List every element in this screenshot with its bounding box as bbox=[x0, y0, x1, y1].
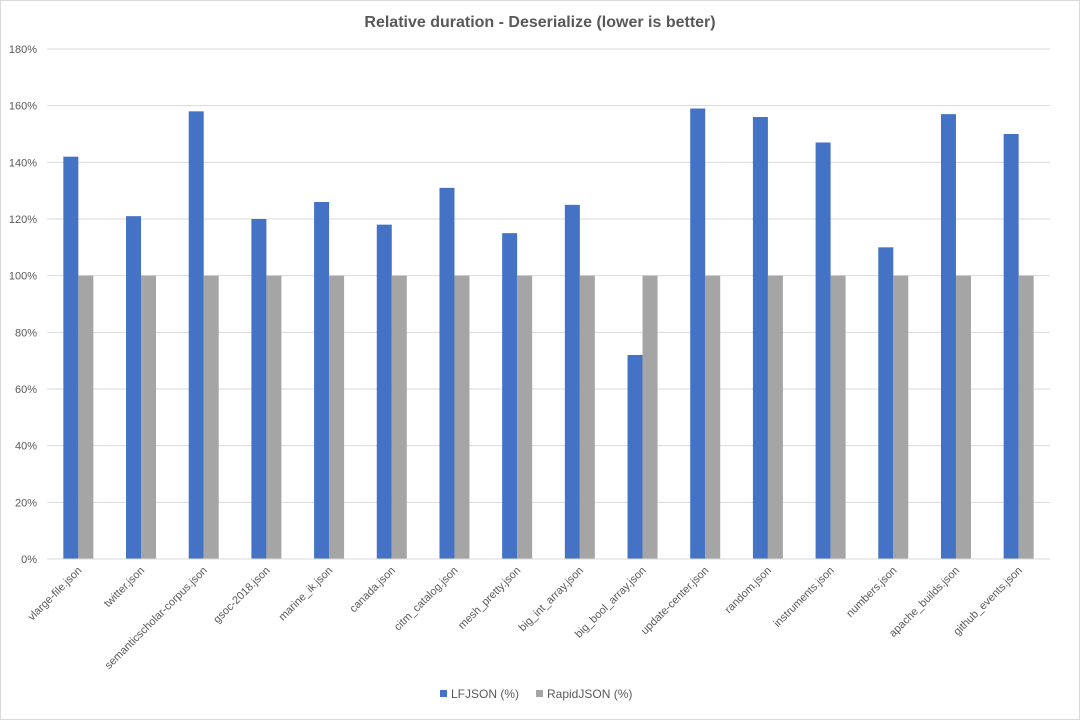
bar-lfjson bbox=[815, 142, 831, 559]
bar-rapidjson bbox=[830, 275, 846, 559]
bar-rapidjson bbox=[517, 275, 533, 559]
y-tick-label: 100% bbox=[9, 271, 37, 283]
y-tick-label: 180% bbox=[9, 44, 37, 56]
bar-rapidjson bbox=[1018, 275, 1034, 559]
bar-rapidjson bbox=[705, 275, 721, 559]
x-tick-label: github_events.json bbox=[951, 565, 1024, 638]
bar-rapidjson bbox=[78, 275, 94, 559]
bars bbox=[63, 108, 1034, 560]
bar-rapidjson bbox=[579, 275, 595, 559]
y-tick-label: 40% bbox=[15, 441, 37, 453]
legend-swatch bbox=[440, 690, 447, 697]
bar-rapidjson bbox=[203, 275, 219, 559]
y-tick-label: 140% bbox=[9, 157, 37, 169]
bar-rapidjson bbox=[454, 275, 470, 559]
x-tick-label: update-center.json bbox=[639, 565, 711, 637]
x-tick-label: apache_builds.json bbox=[887, 565, 962, 640]
bar-lfjson bbox=[376, 224, 392, 559]
bar-rapidjson bbox=[642, 275, 658, 559]
x-tick-label: big_bool_array.json bbox=[573, 565, 649, 641]
y-tick-label: 160% bbox=[9, 101, 37, 113]
chart-title: Relative duration - Deserialize (lower i… bbox=[364, 14, 715, 31]
bar-lfjson bbox=[1003, 134, 1019, 559]
x-tick-label: semanticscholar-corpus.json bbox=[103, 565, 210, 672]
x-tick-label: marine_ik.json bbox=[277, 565, 336, 624]
x-tick-label: numbers.json bbox=[844, 565, 899, 620]
legend-label: RapidJSON (%) bbox=[547, 687, 632, 701]
x-tick-label: twitter.json bbox=[102, 565, 147, 610]
x-tick-label: vlarge-file.json bbox=[26, 565, 85, 624]
legend: LFJSON (%) RapidJSON (%) bbox=[440, 687, 632, 701]
x-tick-label: canada.json bbox=[347, 565, 397, 615]
legend-swatch bbox=[536, 690, 543, 697]
bar-rapidjson bbox=[141, 275, 157, 559]
x-tick-label: random.json bbox=[723, 565, 774, 616]
bar-rapidjson bbox=[893, 275, 909, 559]
bar-lfjson bbox=[188, 111, 204, 559]
bar-rapidjson bbox=[767, 275, 783, 559]
legend-label: LFJSON (%) bbox=[451, 687, 519, 701]
bar-lfjson bbox=[690, 108, 706, 559]
bar-lfjson bbox=[502, 233, 518, 559]
y-axis: 0% 20% 40% 60% 80% 100% 120% 140% 160% 180% bbox=[9, 44, 37, 566]
bar-lfjson bbox=[878, 247, 894, 560]
bar-lfjson bbox=[251, 219, 267, 559]
bar-rapidjson bbox=[391, 275, 407, 559]
y-tick-label: 60% bbox=[15, 384, 37, 396]
x-axis: vlarge-file.json twitter.jsonsemanticscho… bbox=[26, 558, 1050, 672]
x-tick-label: big_int_array.json bbox=[517, 565, 586, 634]
y-tick-label: 20% bbox=[15, 497, 37, 509]
bar-lfjson bbox=[314, 202, 330, 559]
x-tick-label: mesh_pretty.json bbox=[456, 565, 523, 632]
bar-lfjson bbox=[126, 216, 142, 559]
y-tick-label: 0% bbox=[21, 554, 37, 566]
bar-lfjson bbox=[627, 355, 643, 559]
bar-rapidjson bbox=[955, 275, 971, 559]
bar-rapidjson bbox=[266, 275, 282, 559]
y-tick-label: 120% bbox=[9, 214, 37, 226]
bar-lfjson bbox=[752, 117, 768, 559]
bar-lfjson bbox=[940, 114, 956, 560]
bar-lfjson bbox=[63, 156, 79, 559]
y-tick-label: 80% bbox=[15, 327, 37, 339]
x-tick-label: citm_catalog.json bbox=[392, 565, 461, 634]
x-tick-label: instruments.json bbox=[772, 565, 837, 630]
x-tick-label: gsoc-2018.json bbox=[211, 565, 272, 626]
bar-lfjson bbox=[564, 204, 580, 560]
bar-rapidjson bbox=[329, 275, 345, 559]
bar-lfjson bbox=[439, 187, 455, 560]
